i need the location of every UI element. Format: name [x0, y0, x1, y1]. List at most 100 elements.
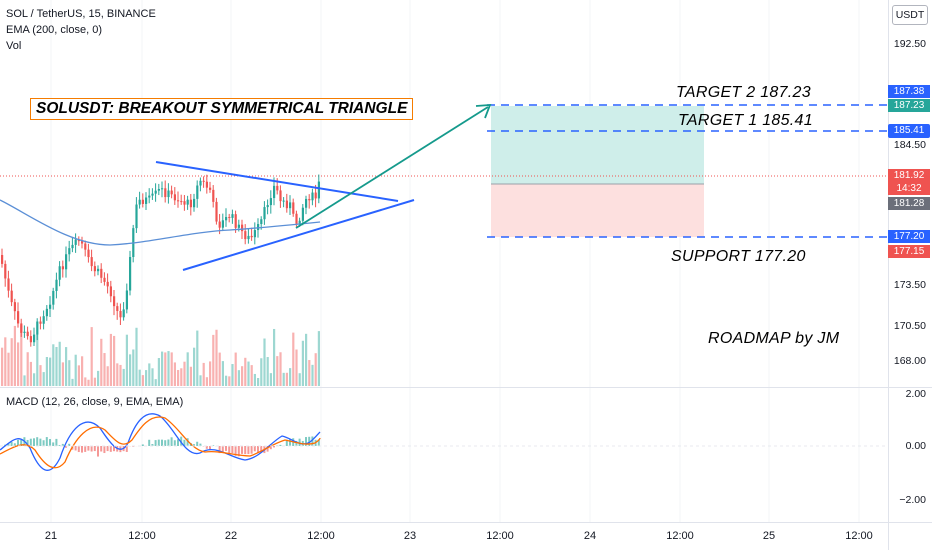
candle-body: [186, 199, 189, 205]
volume-bar: [26, 352, 29, 386]
macd-histogram-bar: [231, 446, 234, 454]
candle-body: [247, 235, 250, 240]
candle-body: [106, 281, 109, 287]
volume-bar: [17, 342, 20, 386]
support-annotation[interactable]: SUPPORT 177.20: [671, 248, 806, 265]
target2-annotation[interactable]: TARGET 2 187.23: [676, 84, 811, 101]
volume-legend[interactable]: Vol: [6, 40, 22, 52]
volume-bar: [292, 332, 295, 386]
candle-body: [202, 180, 205, 182]
volume-bar: [177, 369, 180, 386]
volume-bar: [314, 353, 317, 386]
ema-price-tag: 181.28: [888, 197, 930, 210]
volume-bar: [241, 366, 244, 386]
volume-bar: [253, 373, 256, 386]
current-price-tag: 181.92: [888, 169, 930, 182]
candle-body: [189, 199, 192, 208]
volume-bar: [269, 373, 272, 386]
candle-body: [231, 214, 234, 218]
candle-body: [205, 181, 208, 188]
candle-body: [170, 190, 173, 195]
currency-button[interactable]: USDT: [892, 5, 928, 25]
macd-histogram-bar: [106, 446, 109, 452]
candle-body: [193, 198, 196, 208]
volume-bar: [301, 340, 304, 386]
candle-body: [7, 278, 10, 291]
volume-bar: [154, 379, 157, 386]
candle-body: [164, 188, 167, 198]
candle-body: [285, 200, 288, 209]
symbol-legend[interactable]: SOL / TetherUS, 15, BINANCE: [6, 8, 156, 20]
candle-body: [276, 185, 279, 191]
candle-body: [135, 204, 138, 229]
macd-histogram-bar: [157, 439, 160, 446]
candle-body: [90, 257, 93, 267]
candle-body: [125, 290, 128, 310]
macd-histogram-bar: [295, 440, 298, 446]
macd-histogram-bar: [228, 446, 231, 454]
volume-bar: [39, 365, 42, 386]
candle-body: [116, 306, 119, 312]
volume-bar: [45, 357, 48, 386]
volume-bar: [260, 358, 263, 386]
candle-body: [52, 290, 55, 305]
triangle-lower-trendline: [182, 199, 415, 271]
macd-histogram-bar: [39, 438, 42, 446]
volume-bar: [263, 338, 266, 386]
volume-bar: [116, 363, 119, 386]
volume-bar: [183, 361, 186, 386]
volume-bar: [282, 372, 285, 386]
macd-histogram-bar: [269, 446, 272, 450]
candle-body: [151, 193, 154, 196]
macd-histogram-bar: [193, 444, 195, 446]
macd-histogram-bar: [100, 446, 103, 452]
target1-annotation[interactable]: TARGET 1 185.41: [678, 112, 813, 129]
candle-body: [199, 180, 202, 186]
price-scale-label: 184.50: [893, 139, 926, 151]
volume-bar: [1, 347, 4, 386]
time-axis-label: 12:00: [307, 530, 335, 542]
price-chart[interactable]: [0, 0, 888, 388]
volume-bar: [164, 352, 167, 386]
candle-body: [39, 321, 42, 324]
volume-bar: [244, 357, 247, 386]
author-annotation[interactable]: ROADMAP by JM: [708, 330, 840, 347]
volume-bar: [209, 361, 212, 386]
volume-bar: [180, 368, 183, 386]
breakout-arrow: [295, 106, 489, 229]
macd-histogram-bar: [17, 439, 19, 446]
candle-body: [177, 200, 180, 202]
volume-bar: [90, 327, 93, 386]
macd-histogram-bar: [10, 442, 13, 446]
macd-histogram-bar: [81, 446, 83, 453]
macd-histogram-bar: [260, 446, 263, 453]
macd-histogram-bar: [36, 437, 39, 446]
volume-bar: [36, 334, 39, 386]
macd-histogram-bar: [154, 440, 157, 446]
macd-legend[interactable]: MACD (12, 26, close, 9, EMA, EMA): [6, 396, 184, 408]
candle-body: [263, 207, 266, 220]
pane-divider[interactable]: [0, 387, 932, 388]
time-axis-label: 12:00: [666, 530, 694, 542]
chart-title-annotation[interactable]: SOLUSDT: BREAKOUT SYMMETRICAL TRIANGLE: [30, 98, 414, 120]
volume-bar: [250, 365, 253, 386]
macd-histogram-bar: [42, 440, 45, 446]
candle-body: [71, 244, 74, 249]
macd-histogram-bar: [244, 446, 247, 455]
volume-bar: [7, 352, 10, 386]
candle-body: [311, 192, 314, 201]
volume-bar: [49, 357, 52, 386]
macd-histogram-bar: [317, 439, 320, 446]
macd-pane[interactable]: [0, 388, 888, 522]
volume-bar: [132, 349, 135, 386]
volume-bar: [186, 352, 189, 386]
candle-body: [13, 302, 16, 312]
volume-bar: [4, 337, 7, 386]
candle-body: [148, 195, 151, 198]
ema-legend[interactable]: EMA (200, close, 0): [6, 24, 102, 36]
macd-histogram-bar: [273, 446, 275, 448]
volume-bar: [87, 379, 90, 386]
macd-histogram-bar: [55, 438, 58, 446]
macd-histogram-bar: [164, 440, 167, 446]
candle-body: [157, 188, 160, 191]
